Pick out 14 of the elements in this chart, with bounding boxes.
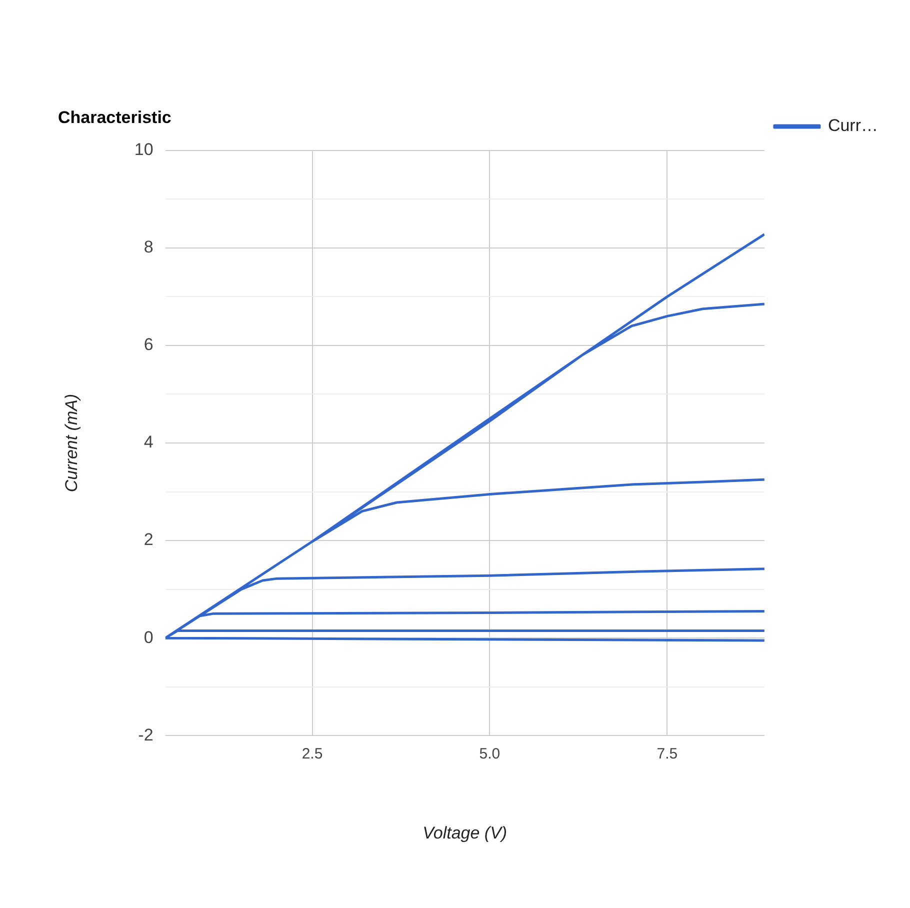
y-tick-label: 4 bbox=[144, 432, 154, 452]
x-tick-label: 7.5 bbox=[656, 746, 678, 763]
x-tick-label: 2.5 bbox=[302, 746, 323, 763]
x-axis-title: Voltage (V) bbox=[422, 824, 508, 843]
y-tick-label: -2 bbox=[138, 725, 154, 744]
y-tick-label: 8 bbox=[144, 238, 154, 257]
y-tick-label: 2 bbox=[144, 530, 154, 550]
y-tick-label: 0 bbox=[144, 628, 154, 647]
chart-title: Characteristic bbox=[58, 108, 172, 127]
legend-label: Curr… bbox=[828, 116, 878, 136]
x-tick-label: 5.0 bbox=[479, 746, 500, 763]
y-tick-label: 10 bbox=[134, 140, 154, 160]
y-axis-title: Current (mA) bbox=[62, 394, 81, 492]
y-tick-label: 6 bbox=[144, 335, 154, 354]
